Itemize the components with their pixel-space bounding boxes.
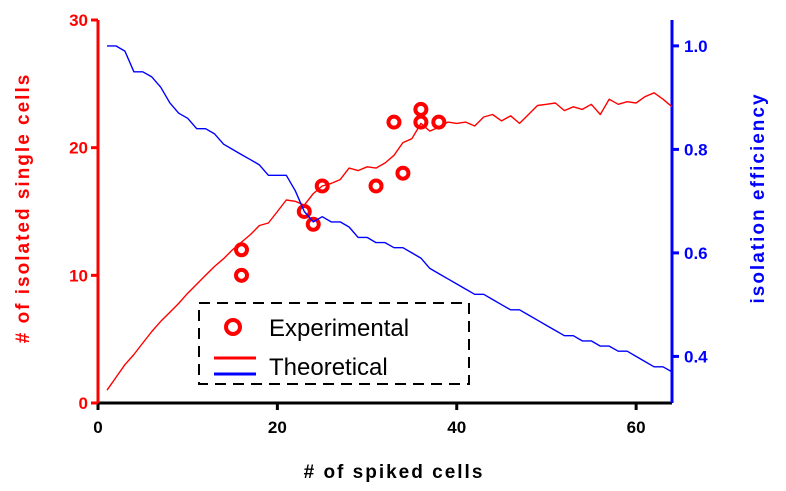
legend-theoretical-label: Theoretical	[269, 354, 388, 381]
y-left-tick-label: 10	[69, 266, 88, 285]
experimental-point	[234, 242, 249, 258]
y-right-tick-label: 0.8	[684, 140, 708, 159]
x-tick-label: 40	[447, 418, 466, 437]
experimental-point	[431, 114, 447, 130]
y-right-axis-title: isolation efficiency	[748, 92, 769, 303]
experimental-point	[395, 165, 411, 181]
experimental-point	[413, 101, 429, 117]
y-left-axis-title: # of isolated single cells	[13, 73, 34, 344]
legend-experimental-label: Experimental	[269, 315, 409, 342]
series-layer	[106, 45, 673, 391]
y-left-tick-label: 0	[79, 394, 88, 413]
x-axis-title: # of spiked cells	[304, 462, 485, 483]
theoretical-cells-line	[106, 92, 673, 391]
y-right-tick-label: 0.6	[684, 244, 708, 263]
theoretical-efficiency-line	[107, 45, 673, 373]
legend-box	[198, 302, 470, 385]
legend: Experimental Theoretical	[198, 302, 470, 385]
experimental-point	[234, 267, 249, 283]
x-tick-label: 60	[627, 418, 646, 437]
y-left-tick-label: 30	[69, 11, 88, 30]
y-right-tick-label: 1.0	[684, 37, 708, 56]
y-right-tick-label: 0.4	[684, 347, 708, 366]
x-tick-label: 0	[93, 418, 102, 437]
experimental-point	[368, 178, 384, 194]
y-left-tick-label: 20	[69, 139, 88, 158]
experimental-point	[386, 114, 402, 130]
legend-experimental-marker	[224, 318, 242, 336]
axes: 0 20 40 60 0 10 20 30 0.4 0.6 0.8 1.0	[69, 11, 708, 437]
experimental-point	[305, 216, 321, 232]
x-tick-label: 20	[268, 418, 287, 437]
